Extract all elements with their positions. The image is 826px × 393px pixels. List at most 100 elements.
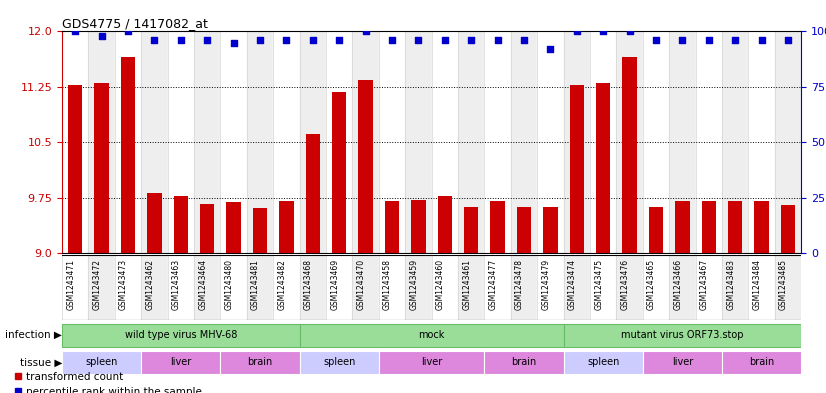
- Bar: [300, 255, 326, 320]
- Bar: [675, 201, 690, 253]
- Bar: [62, 351, 141, 374]
- Bar: [300, 31, 326, 253]
- Bar: [141, 31, 168, 253]
- Text: GSM1243463: GSM1243463: [172, 259, 181, 310]
- Bar: [406, 31, 431, 253]
- Text: brain: brain: [511, 357, 537, 367]
- Bar: [62, 323, 300, 347]
- Bar: [353, 255, 379, 320]
- Point: [438, 37, 451, 44]
- Bar: [590, 255, 616, 320]
- Bar: [458, 255, 484, 320]
- Text: GSM1243461: GSM1243461: [463, 259, 471, 310]
- Bar: [484, 255, 510, 320]
- Text: GSM1243478: GSM1243478: [515, 259, 524, 310]
- Bar: [616, 255, 643, 320]
- Bar: [570, 85, 584, 253]
- Text: GSM1243477: GSM1243477: [489, 259, 497, 310]
- Bar: [273, 255, 300, 320]
- Bar: [563, 31, 590, 253]
- Point: [280, 37, 293, 44]
- Text: GSM1243474: GSM1243474: [567, 259, 577, 310]
- Text: liver: liver: [672, 357, 693, 367]
- Bar: [379, 351, 484, 374]
- Point: [702, 37, 715, 44]
- Bar: [537, 255, 563, 320]
- Bar: [563, 255, 590, 320]
- Bar: [484, 351, 563, 374]
- Bar: [306, 134, 320, 253]
- Bar: [728, 201, 743, 253]
- Point: [464, 37, 477, 44]
- Text: GSM1243468: GSM1243468: [304, 259, 313, 310]
- Text: mutant virus ORF73.stop: mutant virus ORF73.stop: [621, 329, 743, 340]
- Bar: [458, 31, 484, 253]
- Bar: [748, 31, 775, 253]
- Bar: [379, 255, 406, 320]
- Bar: [648, 207, 663, 253]
- Bar: [221, 31, 247, 253]
- Text: mock: mock: [419, 329, 444, 340]
- Text: GSM1243470: GSM1243470: [357, 259, 366, 310]
- Bar: [88, 31, 115, 253]
- Bar: [775, 255, 801, 320]
- Bar: [748, 255, 775, 320]
- Text: GSM1243471: GSM1243471: [66, 259, 75, 310]
- Bar: [300, 323, 563, 347]
- Text: GSM1243467: GSM1243467: [700, 259, 709, 310]
- Point: [623, 28, 636, 35]
- Bar: [173, 196, 188, 253]
- Point: [121, 28, 135, 35]
- Text: tissue ▶: tissue ▶: [20, 358, 62, 367]
- Text: spleen: spleen: [587, 357, 620, 367]
- Text: brain: brain: [247, 357, 273, 367]
- Text: GSM1243479: GSM1243479: [541, 259, 550, 310]
- Bar: [358, 79, 373, 253]
- Point: [412, 37, 425, 44]
- Bar: [115, 31, 141, 253]
- Point: [781, 37, 795, 44]
- Text: spleen: spleen: [85, 357, 118, 367]
- Point: [254, 37, 267, 44]
- Bar: [722, 31, 748, 253]
- Bar: [643, 31, 669, 253]
- Bar: [596, 83, 610, 253]
- Bar: [438, 196, 452, 253]
- Bar: [141, 351, 221, 374]
- Point: [201, 37, 214, 44]
- Legend: transformed count, percentile rank within the sample: transformed count, percentile rank withi…: [13, 371, 202, 393]
- Text: GSM1243460: GSM1243460: [436, 259, 444, 310]
- Text: GSM1243466: GSM1243466: [673, 259, 682, 310]
- Bar: [775, 31, 801, 253]
- Point: [491, 37, 504, 44]
- Bar: [168, 255, 194, 320]
- Bar: [62, 31, 88, 253]
- Bar: [510, 31, 537, 253]
- Bar: [781, 205, 795, 253]
- Bar: [484, 31, 510, 253]
- Point: [95, 33, 108, 39]
- Bar: [226, 202, 241, 253]
- Text: GSM1243480: GSM1243480: [225, 259, 234, 310]
- Bar: [115, 255, 141, 320]
- Bar: [643, 351, 722, 374]
- Point: [386, 37, 399, 44]
- Bar: [194, 31, 221, 253]
- Point: [227, 39, 240, 46]
- Point: [148, 37, 161, 44]
- Bar: [695, 31, 722, 253]
- Point: [306, 37, 320, 44]
- Bar: [68, 85, 83, 253]
- Text: GSM1243465: GSM1243465: [647, 259, 656, 310]
- Bar: [353, 31, 379, 253]
- Text: GSM1243485: GSM1243485: [779, 259, 788, 310]
- Bar: [537, 31, 563, 253]
- Text: liver: liver: [421, 357, 442, 367]
- Bar: [517, 207, 531, 253]
- Text: GDS4775 / 1417082_at: GDS4775 / 1417082_at: [62, 17, 208, 30]
- Point: [544, 46, 557, 52]
- Text: GSM1243483: GSM1243483: [726, 259, 735, 310]
- Text: GSM1243473: GSM1243473: [119, 259, 128, 310]
- Point: [333, 37, 346, 44]
- Point: [174, 37, 188, 44]
